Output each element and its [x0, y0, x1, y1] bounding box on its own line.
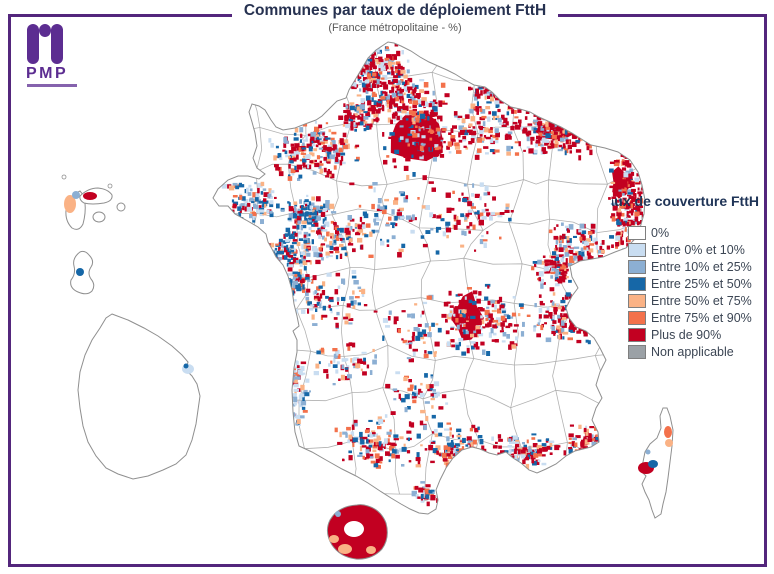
- legend-item: 0%: [628, 224, 762, 241]
- legend-label: Entre 50% et 75%: [651, 293, 752, 308]
- logo-dot: [39, 24, 51, 37]
- logo-tagline: [27, 84, 77, 87]
- legend-item: Entre 50% et 75%: [628, 292, 762, 309]
- logo-text: PMP: [26, 65, 69, 82]
- legend-label: Entre 10% et 25%: [651, 259, 752, 274]
- legend-swatch: [628, 276, 646, 291]
- legend-swatch: [628, 293, 646, 308]
- communes-layer: [221, 43, 645, 507]
- legend-item: Entre 75% et 90%: [628, 309, 762, 326]
- legend-label: Entre 0% et 10%: [651, 242, 745, 257]
- legend-item: Non applicable: [628, 343, 762, 360]
- page-subtitle: (France métropolitaine - %): [328, 22, 462, 34]
- legend-item: Plus de 90%: [628, 326, 762, 343]
- legend-item: Entre 0% et 10%: [628, 241, 762, 258]
- legend-swatch: [628, 259, 646, 274]
- legend-label: Entre 75% et 90%: [651, 310, 752, 325]
- legend-label: Entre 25% et 50%: [651, 276, 752, 291]
- legend-title-clip: Taux de couverture FttH: [612, 193, 762, 211]
- legend-item: Entre 10% et 25%: [628, 258, 762, 275]
- legend-item: Entre 25% et 50%: [628, 275, 762, 292]
- title-band: Communes par taux de déploiement FttH (F…: [232, 0, 558, 36]
- logo-pill-right: [51, 24, 63, 64]
- reunion-inset: [326, 504, 388, 560]
- legend-swatch: [628, 242, 646, 257]
- guyane-inset: [77, 313, 201, 480]
- guadeloupe-inset: [61, 174, 126, 230]
- legend-swatch: [628, 327, 646, 342]
- martinique-inset: [70, 250, 95, 295]
- logo-pill-left: [27, 24, 39, 64]
- legend-label: Plus de 90%: [651, 327, 722, 342]
- legend-label: 0%: [651, 225, 670, 240]
- department-borders: [213, 42, 645, 502]
- legend-items: 0% Entre 0% et 10% Entre 10% et 25% Entre 2…: [628, 224, 762, 360]
- pmp-m-icon: [27, 24, 73, 64]
- legend-swatch: [628, 225, 646, 240]
- corsica: [638, 407, 674, 519]
- legend-swatch: [628, 310, 646, 325]
- legend: Taux de couverture FttH 0% Entre 0% et 10…: [612, 193, 762, 360]
- legend-swatch: [628, 344, 646, 359]
- legend-label: Non applicable: [651, 344, 734, 359]
- pmp-logo: PMP: [22, 24, 80, 90]
- legend-title: Taux de couverture FttH: [612, 193, 759, 209]
- metropole-outline: [212, 41, 646, 515]
- page-title: Communes par taux de déploiement FttH: [243, 2, 547, 19]
